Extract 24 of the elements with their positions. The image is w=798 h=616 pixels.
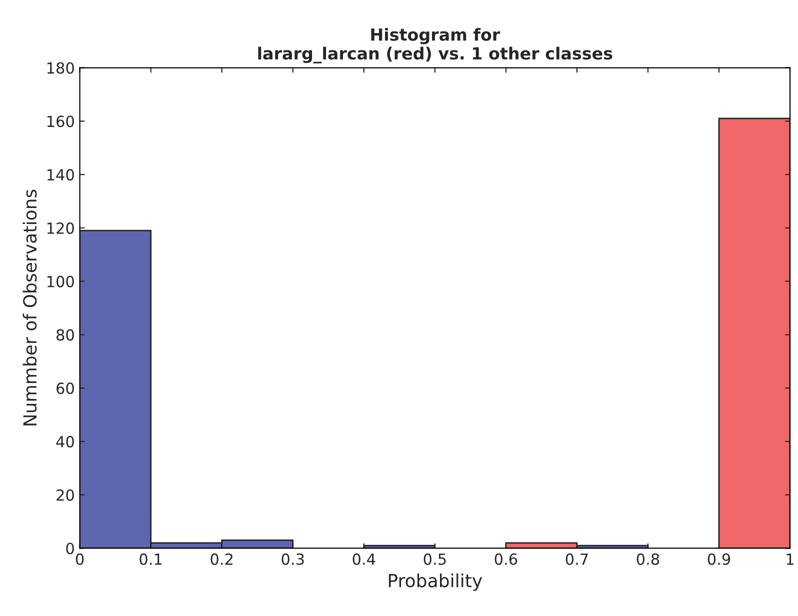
x-tick-label: 0.8 (636, 553, 660, 565)
y-tick-label: 40 (56, 436, 74, 448)
x-tick-label: 0 (76, 553, 84, 565)
x-tick-label: 0.5 (424, 553, 446, 565)
y-axis-title: Nummber of Observations (22, 190, 37, 426)
x-tick-label: 0.7 (566, 553, 588, 565)
x-tick-label: 0.6 (494, 553, 518, 565)
x-tick-label: 0.3 (282, 553, 304, 565)
x-tick-label: 0.9 (708, 553, 730, 565)
y-tick-label: 20 (56, 489, 74, 501)
x-tick-label: 1 (786, 554, 794, 565)
y-tick-label: 60 (56, 382, 74, 394)
y-tick-label: 80 (56, 329, 74, 341)
y-tick-label: 0 (66, 542, 74, 554)
chart-title: Histogram for lararg_larcan (red) vs. 1 other classes (258, 28, 612, 64)
y-tick-label: 140 (47, 169, 74, 181)
y-tick-label: 120 (47, 222, 74, 234)
x-axis-title: Probability (388, 573, 482, 591)
x-tick-label: 0.2 (210, 553, 232, 565)
y-tick-label: 180 (47, 62, 74, 74)
y-tick-label: 160 (47, 116, 74, 128)
x-tick-label: 0.4 (352, 553, 376, 565)
y-tick-label: 100 (47, 276, 74, 288)
x-tick-label: 0.1 (140, 553, 162, 565)
